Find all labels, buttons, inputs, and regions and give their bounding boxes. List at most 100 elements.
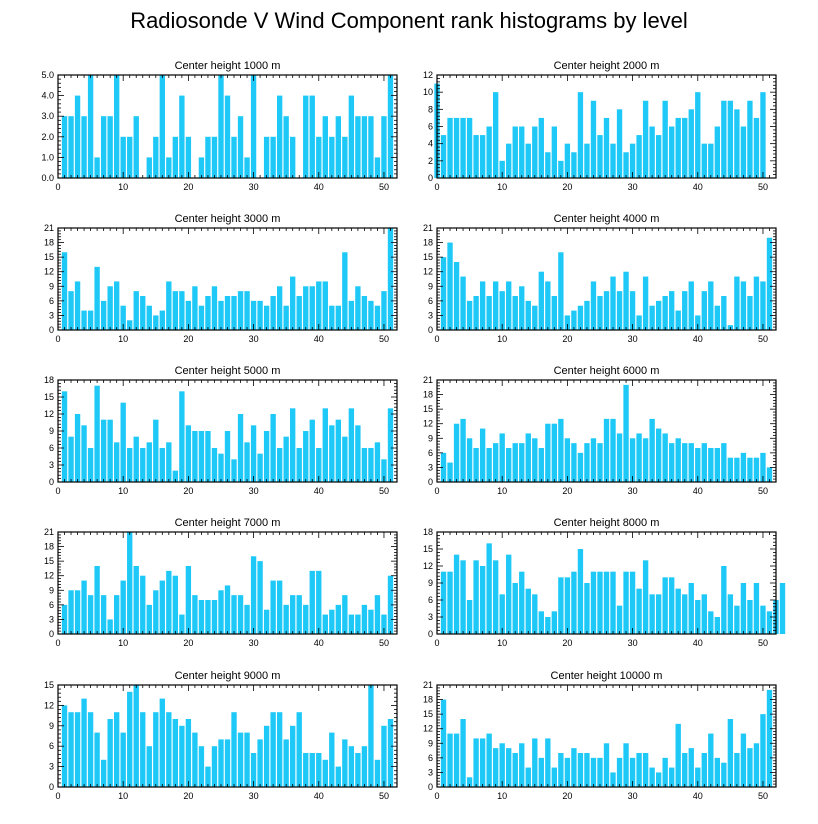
histogram-bar [335, 604, 341, 634]
histogram-bar [708, 448, 714, 482]
histogram-bar [701, 291, 707, 330]
histogram-bar [440, 699, 447, 787]
histogram-bar [224, 585, 231, 634]
histogram-bar [322, 759, 328, 787]
chart-panel-9: Center height 9000 m 0 10 20 30 40 50 0 3 6 9 12 15 [44, 670, 398, 801]
histogram-bar [460, 719, 466, 787]
histogram-bar [290, 595, 296, 634]
histogram-bar [114, 595, 120, 634]
histogram-bar [636, 135, 642, 178]
histogram-bar [100, 116, 107, 178]
histogram-bar [545, 152, 551, 178]
histogram-bar [655, 428, 662, 482]
histogram-bar [558, 753, 564, 787]
histogram-bar [231, 459, 237, 482]
histogram-bar [263, 725, 270, 787]
histogram-bar [597, 443, 603, 482]
histogram-bar [94, 385, 100, 482]
x-tick-label: 0 [55, 791, 60, 801]
histogram-bar [584, 753, 590, 787]
histogram-bar [721, 443, 727, 482]
histogram-bar [355, 425, 361, 482]
histogram-bar [316, 281, 322, 330]
x-tick-label: 30 [249, 486, 259, 496]
histogram-bar [68, 116, 74, 178]
x-tick-label: 40 [314, 334, 324, 344]
histogram-bar [734, 605, 740, 634]
histogram-bar [662, 296, 668, 330]
y-tick-label: 0 [49, 325, 54, 335]
histogram-bar [237, 732, 244, 787]
histogram-bar [479, 738, 486, 787]
histogram-bar [218, 453, 224, 482]
histogram-bar [564, 315, 571, 330]
histogram-bar [133, 566, 139, 634]
histogram-bar [447, 733, 453, 787]
histogram-bar [688, 583, 694, 634]
x-tick-label: 50 [758, 486, 768, 496]
histogram-bar [493, 748, 499, 787]
histogram-bar [81, 310, 87, 330]
histogram-bar [577, 753, 584, 787]
histogram-bar [250, 300, 257, 330]
histogram-bar [760, 281, 766, 330]
x-tick-label: 40 [693, 638, 703, 648]
chart-subtitle: Center height 7000 m [175, 517, 281, 529]
y-tick-label: 15 [44, 680, 54, 690]
histogram-bar [649, 305, 655, 330]
y-tick-label: 9 [428, 433, 433, 443]
x-tick-label: 50 [379, 791, 389, 801]
histogram-bar [727, 719, 734, 787]
histogram-bar [545, 423, 551, 482]
histogram-bar [322, 116, 328, 178]
x-tick-label: 0 [434, 182, 439, 192]
histogram-bar [747, 600, 753, 634]
x-tick-label: 0 [434, 486, 439, 496]
histogram-bar [747, 100, 753, 178]
chart-panel-4: Center height 4000 m 0 10 20 30 40 50 0 3 6 9 12 15 1… [423, 213, 777, 344]
histogram-bar [688, 748, 694, 787]
histogram-bar [479, 135, 486, 178]
y-tick-label: 2 [428, 156, 433, 166]
histogram-bar [636, 315, 642, 330]
y-tick-label: 6 [49, 296, 54, 306]
histogram-bar [779, 583, 786, 634]
histogram-bar [662, 100, 668, 178]
histogram-bar [257, 561, 263, 634]
histogram-bar [499, 743, 505, 787]
histogram-bar [447, 242, 453, 330]
histogram-bar [760, 714, 766, 787]
histogram-bar [172, 470, 179, 482]
histogram-bar [753, 583, 760, 634]
histogram-bar [701, 594, 707, 634]
histogram-bar [493, 443, 499, 482]
chart-subtitle: Center height 3000 m [175, 213, 281, 225]
histogram-bar [107, 116, 113, 178]
histogram-bar [166, 712, 172, 787]
histogram-bar [466, 600, 473, 634]
histogram-bar [473, 135, 479, 178]
y-tick-label: 12 [423, 724, 433, 734]
y-tick-label: 10 [423, 87, 433, 97]
histogram-bar [263, 609, 270, 634]
histogram-bar [146, 604, 152, 634]
histogram-bar [486, 126, 492, 178]
histogram-bar [466, 300, 473, 330]
histogram-bar [348, 95, 355, 178]
histogram-bar [538, 611, 544, 634]
histogram-bar [361, 116, 368, 178]
histogram-bar [721, 762, 727, 787]
histogram-bar [198, 431, 205, 482]
histogram-bar [603, 743, 610, 787]
histogram-bar [198, 746, 205, 787]
x-tick-label: 0 [434, 638, 439, 648]
histogram-bar [519, 126, 525, 178]
histogram-bar [479, 281, 486, 330]
histogram-bar [368, 609, 374, 634]
histogram-bar [322, 614, 328, 634]
histogram-bar [610, 276, 616, 330]
histogram-bar [577, 452, 584, 482]
histogram-bar [296, 448, 302, 482]
x-tick-label: 20 [562, 486, 572, 496]
histogram-bar [374, 595, 381, 634]
